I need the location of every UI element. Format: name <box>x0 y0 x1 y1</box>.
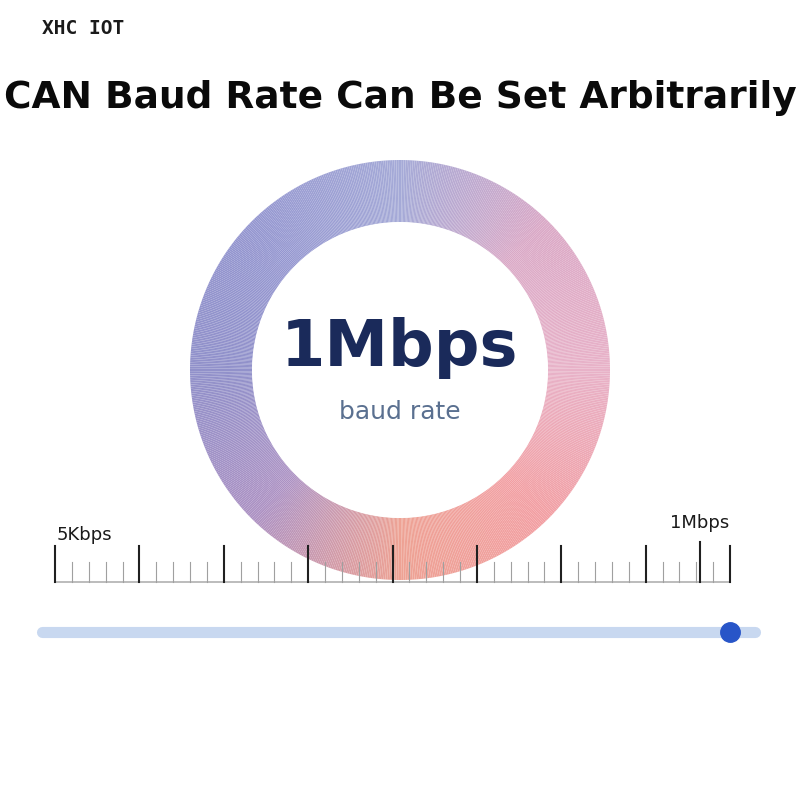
Text: 1Mbps: 1Mbps <box>282 317 518 379</box>
Text: XHC IOT: XHC IOT <box>42 19 124 38</box>
Text: CAN Baud Rate Can Be Set Arbitrarily: CAN Baud Rate Can Be Set Arbitrarily <box>4 80 796 116</box>
Text: baud rate: baud rate <box>339 400 461 424</box>
Text: 5Kbps: 5Kbps <box>57 526 113 544</box>
Circle shape <box>253 223 547 517</box>
Text: 1Mbps: 1Mbps <box>670 514 730 532</box>
